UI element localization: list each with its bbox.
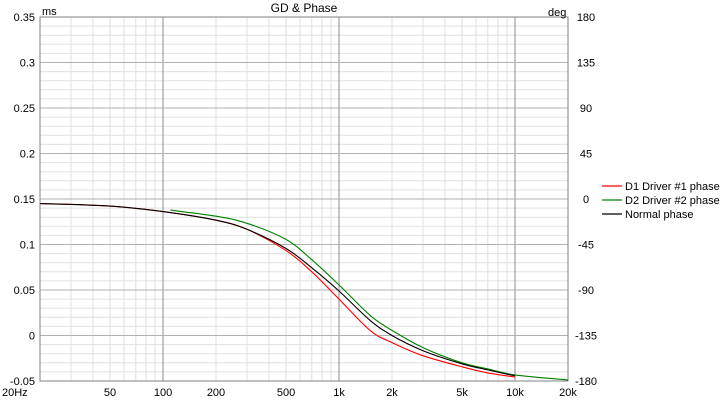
series-layer bbox=[39, 203, 569, 381]
left-tick-label: 0.3 bbox=[20, 58, 35, 70]
left-tick-label: -0.05 bbox=[10, 376, 35, 388]
left-axis-unit: ms bbox=[42, 6, 57, 18]
left-tick-label: 0.1 bbox=[20, 240, 35, 252]
legend-label-normal-phase: Normal phase bbox=[625, 209, 693, 221]
right-tick-label: 90 bbox=[580, 103, 592, 115]
left-tick-label: 0.25 bbox=[14, 103, 35, 115]
series-line-normal-phase bbox=[39, 203, 516, 377]
x-tick-label: 50 bbox=[104, 387, 116, 399]
right-axis-unit: deg bbox=[548, 7, 566, 19]
x-tick-label: 100 bbox=[154, 387, 172, 399]
right-tick-labels: -180 -135 -90 -45 0 45 90 135 180 bbox=[575, 12, 597, 388]
plot-frame bbox=[39, 16, 569, 382]
left-tick-label: 0.2 bbox=[20, 149, 35, 161]
left-tick-label: 0 bbox=[29, 331, 35, 343]
x-tick-label: 1k bbox=[333, 387, 345, 399]
legend-label-d2-driver-2-phase: D2 Driver #2 phase bbox=[625, 195, 720, 207]
chart-title: GD & Phase bbox=[271, 1, 338, 15]
x-tick-label: 10k bbox=[506, 387, 524, 399]
right-tick-label: -180 bbox=[575, 376, 597, 388]
x-tick-label: 20Hz bbox=[2, 387, 28, 399]
x-tick-labels: 20Hz 50 100 200 500 1k 2k 5k 10k 20k bbox=[2, 387, 577, 399]
x-tick-label: 500 bbox=[277, 387, 295, 399]
legend: D1 Driver #1 phase D2 Driver #2 phase Norm… bbox=[602, 181, 720, 221]
right-tick-label: -90 bbox=[578, 285, 594, 297]
left-tick-label: 0.35 bbox=[14, 12, 35, 24]
legend-label-d1-driver-1-phase: D1 Driver #1 phase bbox=[625, 181, 720, 193]
right-tick-label: 0 bbox=[583, 194, 589, 206]
right-tick-label: -135 bbox=[575, 331, 597, 343]
x-tick-label: 200 bbox=[207, 387, 225, 399]
x-tick-label: 20k bbox=[559, 387, 577, 399]
left-tick-labels: -0.05 0 0.05 0.1 0.15 0.2 0.25 0.3 0.35 bbox=[10, 12, 35, 388]
right-tick-label: 180 bbox=[577, 12, 595, 24]
left-tick-label: 0.05 bbox=[14, 285, 35, 297]
x-tick-label: 5k bbox=[456, 387, 468, 399]
right-tick-label: 45 bbox=[580, 149, 592, 161]
left-tick-label: 0.15 bbox=[14, 194, 35, 206]
x-tick-label: 2k bbox=[386, 387, 398, 399]
right-tick-label: -45 bbox=[578, 240, 594, 252]
series-line-d2-driver-2-phase bbox=[170, 209, 569, 381]
right-tick-label: 135 bbox=[577, 58, 595, 70]
